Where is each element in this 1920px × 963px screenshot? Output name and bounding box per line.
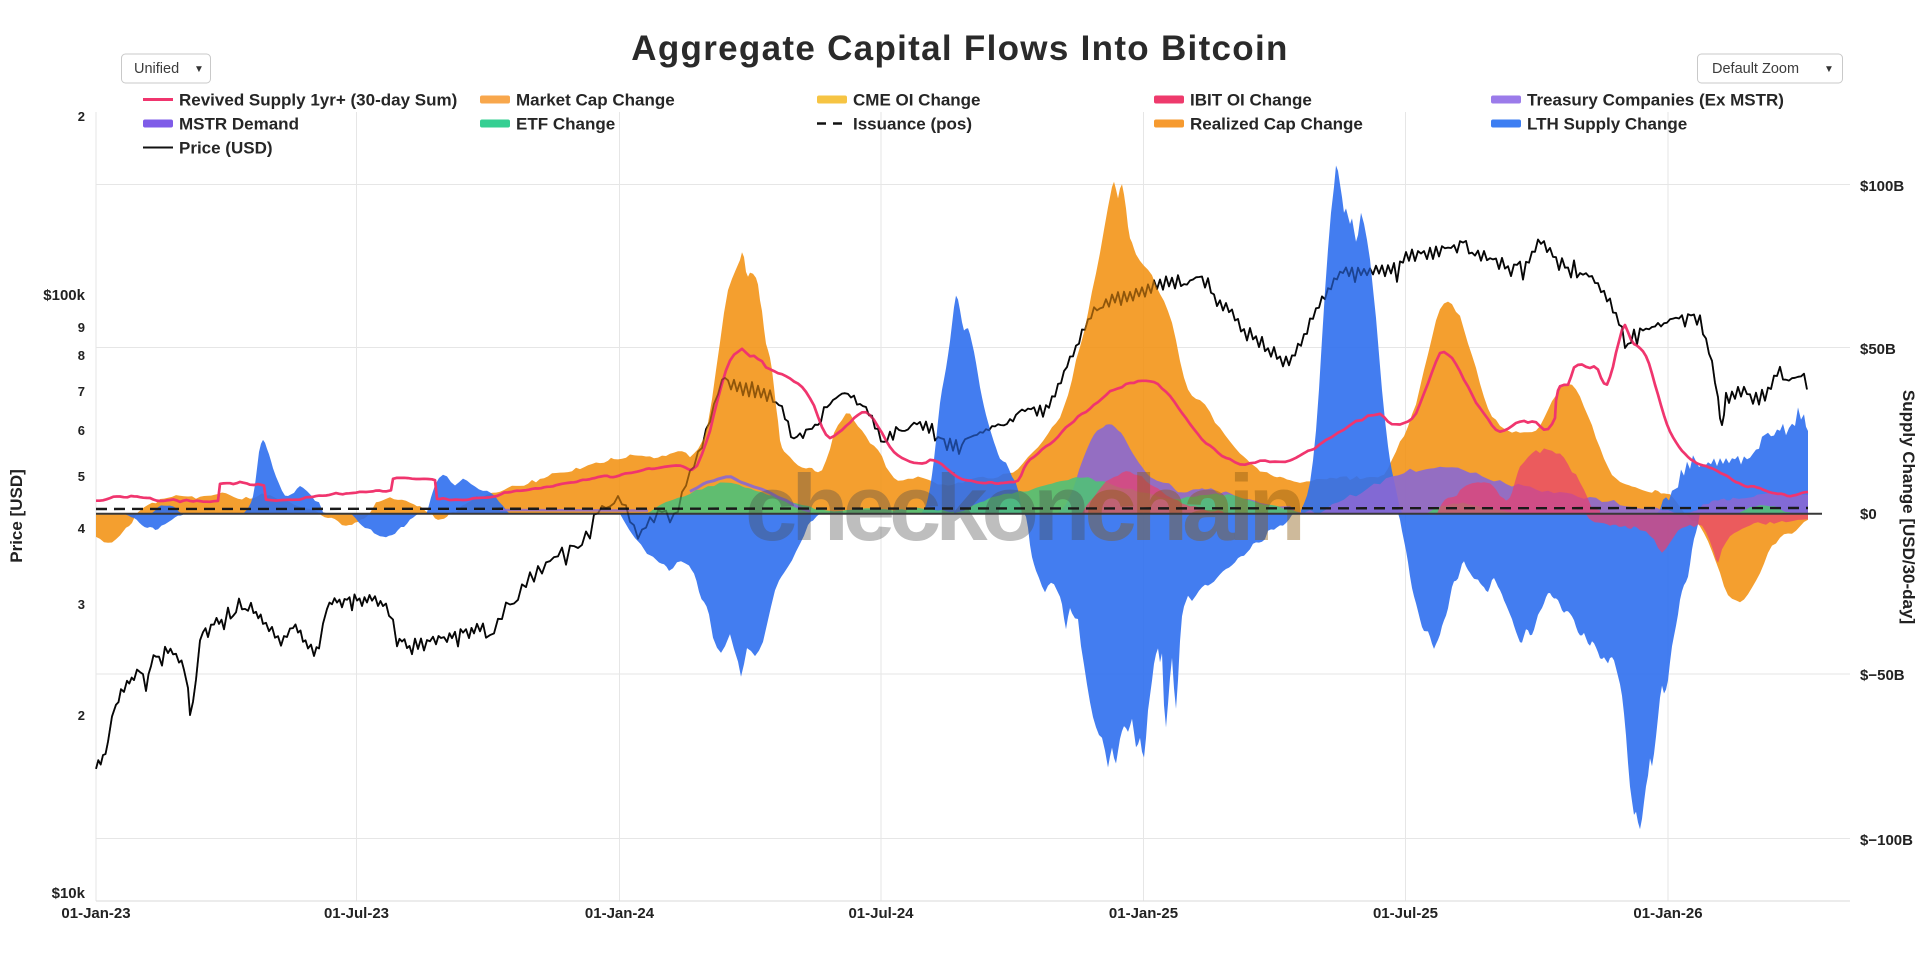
svg-text:01-Jan-25: 01-Jan-25 [1109, 905, 1178, 922]
svg-text:$50B: $50B [1860, 341, 1896, 358]
svg-text:$−50B: $−50B [1860, 667, 1905, 684]
svg-text:MSTR Demand: MSTR Demand [179, 115, 299, 134]
svg-text:8: 8 [78, 348, 85, 363]
svg-text:Price (USD): Price (USD) [179, 139, 273, 158]
svg-text:$−100B: $−100B [1860, 832, 1913, 849]
svg-text:$0: $0 [1860, 506, 1877, 523]
svg-text:CME OI Change: CME OI Change [853, 91, 981, 110]
svg-text:$100k: $100k [43, 287, 85, 304]
svg-text:▼: ▼ [1824, 64, 1834, 75]
svg-text:01-Jul-23: 01-Jul-23 [324, 905, 389, 922]
svg-text:Market Cap Change: Market Cap Change [516, 91, 675, 110]
svg-text:Issuance (pos): Issuance (pos) [853, 115, 972, 134]
svg-text:Supply Change [USD/30-day]: Supply Change [USD/30-day] [1899, 390, 1918, 624]
svg-text:7: 7 [78, 384, 85, 399]
svg-text:Aggregate Capital Flows Into B: Aggregate Capital Flows Into Bitcoin [631, 29, 1288, 68]
svg-text:4: 4 [78, 521, 86, 536]
svg-text:Revived Supply 1yr+ (30-day Su: Revived Supply 1yr+ (30-day Sum) [179, 91, 457, 110]
svg-text:3: 3 [78, 597, 85, 612]
svg-text:IBIT OI Change: IBIT OI Change [1190, 91, 1312, 110]
svg-text:01-Jan-23: 01-Jan-23 [61, 905, 130, 922]
svg-text:2: 2 [78, 708, 85, 723]
svg-text:6: 6 [78, 423, 85, 438]
svg-text:$100B: $100B [1860, 178, 1904, 195]
svg-text:01-Jan-26: 01-Jan-26 [1633, 905, 1702, 922]
svg-text:Price [USD]: Price [USD] [7, 469, 26, 563]
svg-text:Realized Cap Change: Realized Cap Change [1190, 115, 1363, 134]
svg-text:5: 5 [78, 469, 85, 484]
svg-text:01-Jul-25: 01-Jul-25 [1373, 905, 1438, 922]
svg-text:Default Zoom: Default Zoom [1712, 61, 1799, 77]
svg-text:2: 2 [78, 109, 85, 124]
svg-text:Treasury Companies (Ex MSTR): Treasury Companies (Ex MSTR) [1527, 91, 1784, 110]
svg-text:▼: ▼ [194, 64, 204, 75]
svg-text:LTH Supply Change: LTH Supply Change [1527, 115, 1687, 134]
svg-text:Unified: Unified [134, 61, 179, 77]
svg-text:ETF Change: ETF Change [516, 115, 615, 134]
svg-text:$10k: $10k [52, 885, 86, 902]
svg-text:9: 9 [78, 320, 85, 335]
svg-text:01-Jul-24: 01-Jul-24 [848, 905, 914, 922]
svg-text:01-Jan-24: 01-Jan-24 [585, 905, 655, 922]
